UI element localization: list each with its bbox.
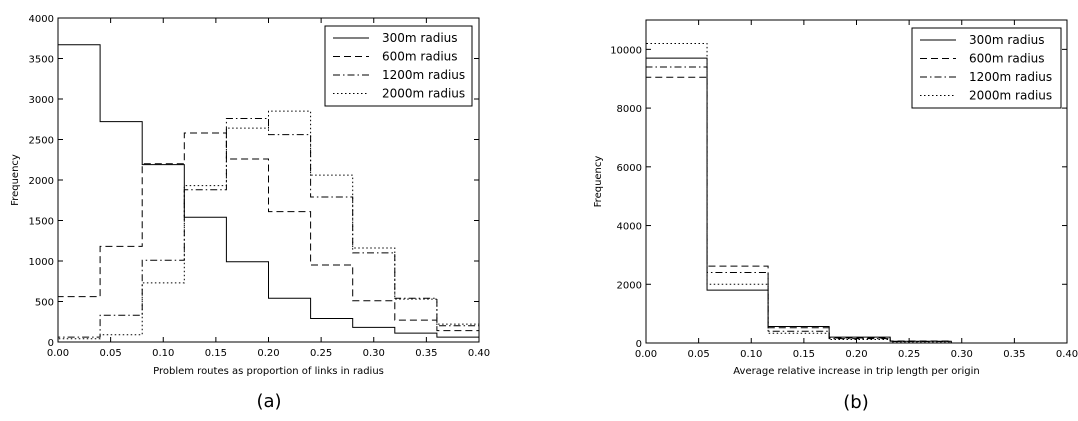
y-tick-label: 4000 (29, 14, 54, 25)
x-tick-label: 0.35 (415, 348, 437, 359)
series-line-1200m-radius (645, 66, 952, 343)
y-tick-label: 3500 (29, 55, 54, 66)
x-tick-label: 0.20 (257, 348, 279, 359)
legend-label: 600m radius (969, 52, 1045, 66)
series-line-2000m-radius (645, 42, 952, 343)
series-line-1200m-radius (57, 117, 480, 342)
y-tick-label: 6000 (617, 163, 642, 174)
y-tick-label: 0 (636, 339, 642, 350)
legend-label: 1200m radius (969, 70, 1052, 84)
y-tick-label: 8000 (617, 104, 642, 115)
x-axis-label: Average relative increase in trip length… (733, 366, 979, 377)
x-tick-label: 0.10 (152, 348, 174, 359)
x-tick-label: 0.30 (363, 348, 385, 359)
legend-box (324, 25, 473, 107)
y-axis-label: Frequency (593, 156, 604, 208)
y-axis-label: Frequency (10, 154, 21, 206)
legend-label: 300m radius (382, 31, 458, 45)
x-tick-label: 0.15 (793, 349, 815, 360)
x-tick-label: 0.05 (99, 348, 121, 359)
legend-label: 2000m radius (382, 87, 465, 101)
y-tick-label: 3000 (29, 95, 54, 106)
y-tick-label: 0 (48, 338, 54, 349)
series-line-300m-radius (57, 44, 480, 342)
y-tick-label: 1500 (29, 217, 54, 228)
legend-label: 600m radius (382, 50, 458, 64)
x-tick-label: 0.25 (898, 349, 920, 360)
y-tick-label: 1000 (29, 257, 54, 268)
panel-label: (a) (256, 391, 281, 412)
x-tick-label: 0.30 (951, 349, 973, 360)
x-tick-label: 0.20 (845, 349, 867, 360)
y-tick-label: 2500 (29, 136, 54, 147)
y-tick-label: 2000 (29, 176, 54, 187)
y-tick-label: 4000 (617, 222, 642, 233)
y-tick-label: 10000 (610, 45, 642, 56)
series-line-300m-radius (645, 57, 952, 343)
series-line-600m-radius (645, 76, 952, 343)
series-line-2000m-radius (57, 110, 480, 342)
legend-label: 1200m radius (382, 68, 465, 82)
x-tick-label: 0.05 (687, 349, 709, 360)
series-line-600m-radius (57, 132, 480, 342)
x-tick-label: 0.15 (205, 348, 227, 359)
chart-panel-a: 0.00 0.05 0.10 0.15 0.20 0.25 0.30 0.35 0.40 0 500… (10, 14, 490, 412)
legend: 300m radius 600m radius 1200m radius 2000m … (911, 27, 1062, 109)
legend: 300m radius 600m radius 1200m radius 2000m … (324, 25, 473, 107)
legend-box (911, 27, 1062, 109)
chart-panel-b: 0.00 0.05 0.10 0.15 0.20 0.25 0.30 0.35 0.40 0 200… (593, 19, 1078, 413)
x-tick-label: 0.10 (740, 349, 762, 360)
y-tick-label: 500 (35, 298, 54, 309)
x-tick-label: 0.40 (468, 348, 490, 359)
x-axis-label: Problem routes as proportion of links in… (153, 366, 384, 377)
legend-label: 2000m radius (969, 89, 1052, 103)
y-tick-label: 2000 (617, 280, 642, 291)
x-tick-label: 0.40 (1056, 349, 1078, 360)
panel-label: (b) (843, 392, 868, 413)
x-tick-label: 0.00 (635, 349, 657, 360)
legend-label: 300m radius (969, 33, 1045, 47)
x-tick-label: 0.35 (1003, 349, 1025, 360)
x-tick-label: 0.25 (310, 348, 332, 359)
x-tick-label: 0.00 (47, 348, 69, 359)
